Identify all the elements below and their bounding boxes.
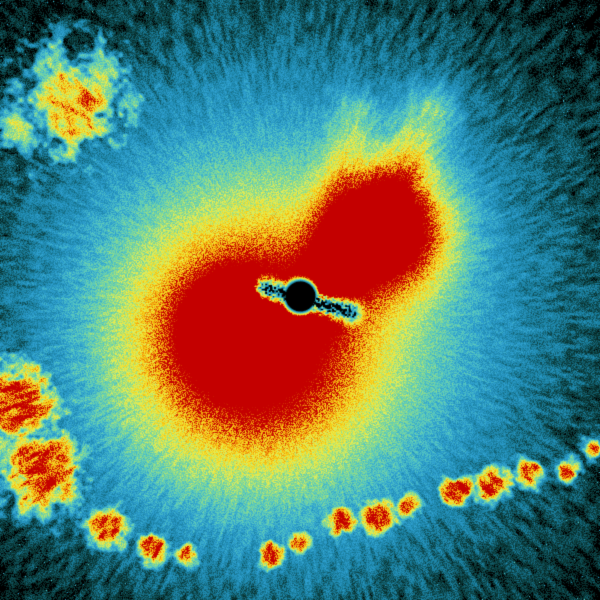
image-viewport: Astronomical intensity map — [0, 0, 600, 600]
sky-intensity-map — [0, 0, 600, 600]
